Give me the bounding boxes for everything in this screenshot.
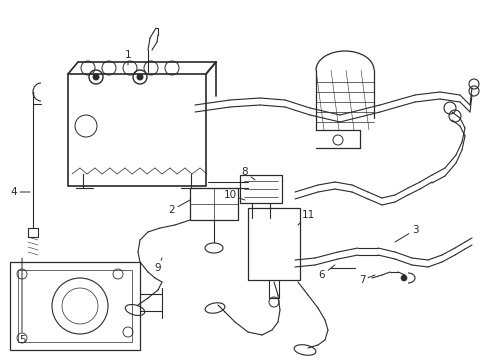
Bar xyxy=(28,228,38,237)
Text: 1: 1 xyxy=(124,50,131,65)
Bar xyxy=(240,175,282,203)
Bar xyxy=(68,74,205,186)
Bar xyxy=(10,262,140,350)
Text: 11: 11 xyxy=(297,210,314,225)
Circle shape xyxy=(93,74,99,80)
Text: 8: 8 xyxy=(241,167,254,180)
Text: 7: 7 xyxy=(358,275,374,285)
Circle shape xyxy=(400,275,406,281)
Bar xyxy=(18,270,132,342)
Text: 4: 4 xyxy=(11,187,30,197)
Text: 6: 6 xyxy=(318,265,334,280)
Bar xyxy=(247,208,299,280)
Circle shape xyxy=(137,74,142,80)
Text: 10: 10 xyxy=(223,190,244,200)
Bar xyxy=(190,188,238,220)
Text: 2: 2 xyxy=(168,200,190,215)
Text: 9: 9 xyxy=(154,258,162,273)
Text: 3: 3 xyxy=(394,225,417,242)
Text: 5: 5 xyxy=(19,258,25,345)
